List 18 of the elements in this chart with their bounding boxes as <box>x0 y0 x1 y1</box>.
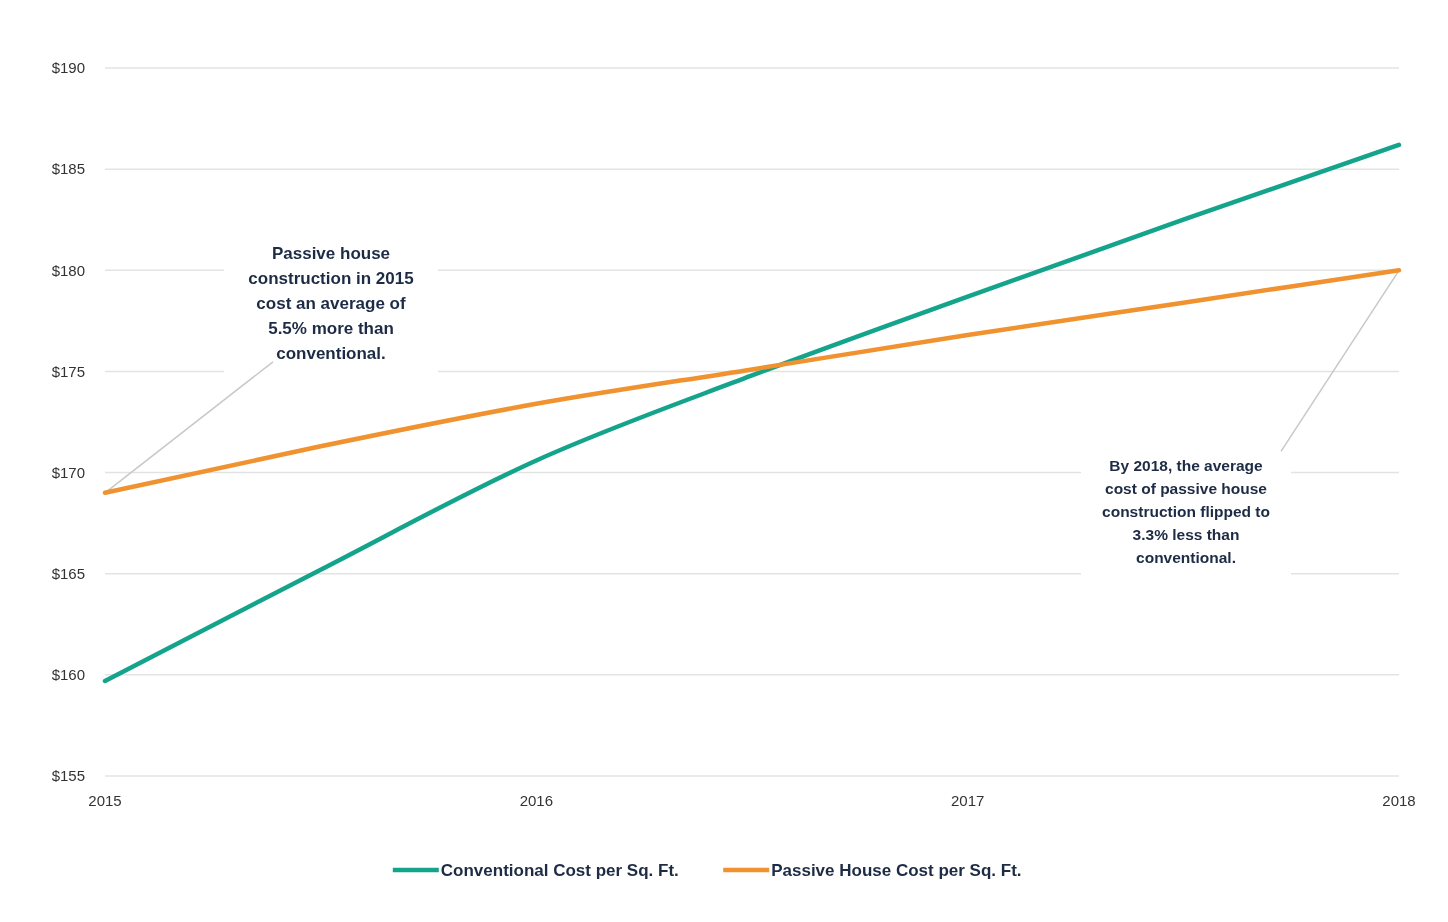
y-tick-label: $155 <box>51 767 85 785</box>
x-tick-label: 2015 <box>88 792 122 809</box>
y-tick-label: $190 <box>51 59 85 77</box>
y-tick-label: $180 <box>51 261 85 279</box>
legend-label: Passive House Cost per Sq. Ft. <box>771 860 1022 880</box>
y-tick-label: $175 <box>51 362 85 380</box>
line-series <box>102 268 1402 496</box>
y-tick-label: $160 <box>51 666 85 684</box>
annotation: Passive house construction in 2015 cost an average of 5.5% more than conventional. <box>248 243 414 363</box>
line-series <box>102 142 1402 684</box>
y-tick-label: $165 <box>51 564 85 582</box>
legend-label: Conventional Cost per Sq. Ft. <box>440 860 679 880</box>
annotation: By 2018, the average cost of passive house construction flipped to 3.3% less than conventional. <box>1102 457 1270 567</box>
y-tick-label: $185 <box>51 160 85 178</box>
x-tick-label: 2018 <box>1382 792 1416 809</box>
y-tick-label: $170 <box>51 463 85 481</box>
x-tick-label: 2017 <box>950 792 985 809</box>
x-tick-label: 2016 <box>519 792 554 809</box>
